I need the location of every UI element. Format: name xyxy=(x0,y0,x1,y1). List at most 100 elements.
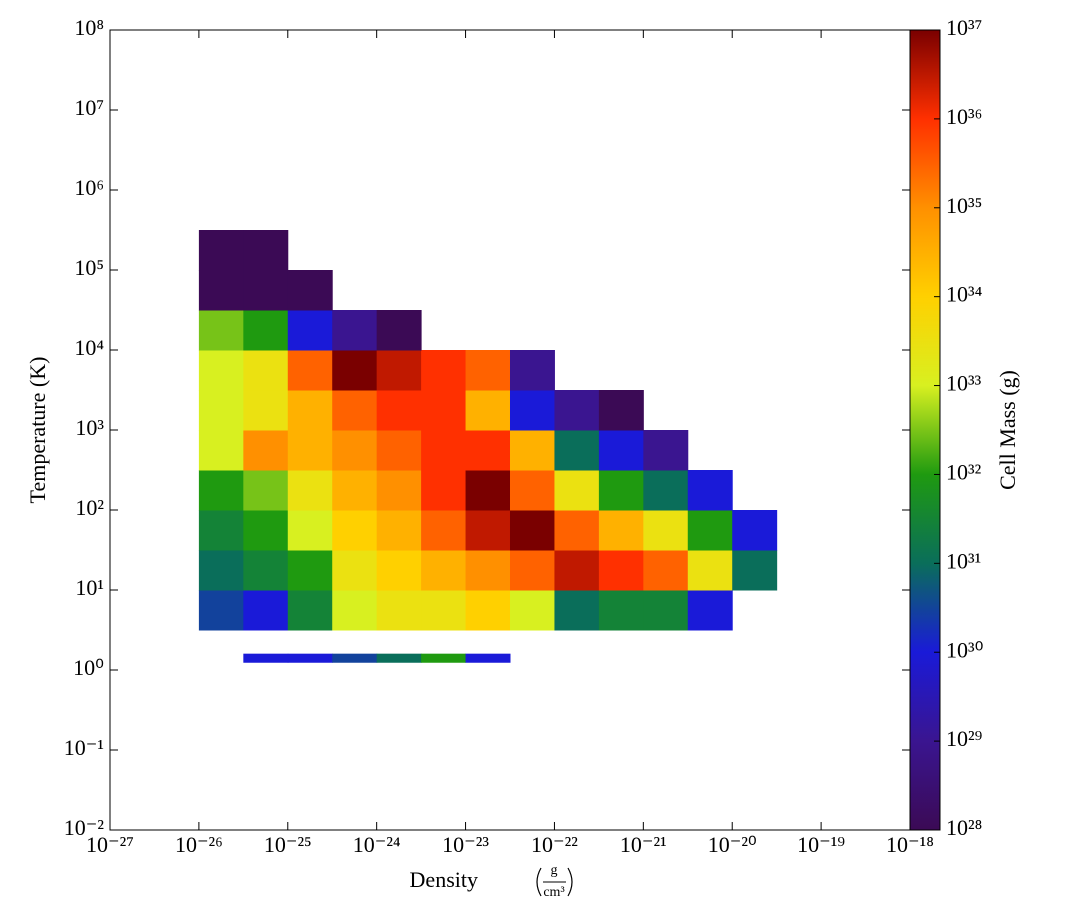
y-tick-label: 10³ xyxy=(75,415,104,440)
cell xyxy=(687,510,733,551)
cell xyxy=(198,510,244,551)
cell xyxy=(243,390,289,431)
cell xyxy=(287,510,333,551)
cell xyxy=(332,470,378,511)
cell xyxy=(687,550,733,591)
x-tick-label: 10⁻¹⁹ xyxy=(797,832,845,857)
colorbar-tick-label: 10³⁷ xyxy=(946,15,982,40)
cell xyxy=(287,310,333,351)
cell xyxy=(554,390,600,431)
cell xyxy=(332,653,378,663)
cell xyxy=(598,430,644,471)
cell xyxy=(332,430,378,471)
cell xyxy=(554,430,600,471)
cell xyxy=(421,590,467,631)
x-unit-denominator: cm³ xyxy=(543,885,564,900)
x-unit-numerator: g xyxy=(551,863,558,878)
y-tick-label: 10⁶ xyxy=(74,175,104,200)
cell xyxy=(198,310,244,351)
cell xyxy=(198,350,244,391)
cell xyxy=(332,310,378,351)
cell xyxy=(732,550,778,591)
x-tick-label: 10⁻²¹ xyxy=(620,832,667,857)
colorbar-tick-label: 10³⁰ xyxy=(946,637,984,662)
cell xyxy=(465,653,511,663)
y-tick-label: 10⁵ xyxy=(74,255,104,280)
x-tick-label: 10⁻²⁵ xyxy=(264,832,312,857)
cell xyxy=(243,510,289,551)
y-tick-label: 10⁻² xyxy=(64,815,105,840)
cell xyxy=(509,510,555,551)
cell xyxy=(465,390,511,431)
cell xyxy=(509,430,555,471)
colorbar-tick-label: 10³⁴ xyxy=(946,282,983,307)
cell xyxy=(509,590,555,631)
y-tick-label: 10⁰ xyxy=(73,655,104,680)
cell xyxy=(509,470,555,511)
cell xyxy=(643,590,689,631)
y-tick-label: 10⁸ xyxy=(74,15,104,40)
cell xyxy=(554,590,600,631)
cell xyxy=(509,350,555,391)
colorbar-tick-label: 10²⁹ xyxy=(946,726,983,751)
cell xyxy=(198,390,244,431)
cell xyxy=(243,470,289,511)
cell xyxy=(287,590,333,631)
cell xyxy=(287,390,333,431)
cell xyxy=(376,653,422,663)
cell xyxy=(198,590,244,631)
colorbar-tick-label: 10³³ xyxy=(946,371,982,396)
cell xyxy=(465,590,511,631)
cell xyxy=(243,350,289,391)
cell xyxy=(421,470,467,511)
cell xyxy=(332,390,378,431)
colorbar-tick-label: 10³⁵ xyxy=(946,193,982,218)
cell xyxy=(465,550,511,591)
y-tick-label: 10⁻¹ xyxy=(64,735,104,760)
cell xyxy=(687,470,733,511)
paren xyxy=(567,867,573,897)
cell xyxy=(509,550,555,591)
cell xyxy=(287,550,333,591)
cell xyxy=(421,550,467,591)
cell xyxy=(243,590,289,631)
cell xyxy=(287,350,333,391)
x-tick-label: 10⁻²⁴ xyxy=(353,832,401,857)
cell xyxy=(554,510,600,551)
cell xyxy=(643,510,689,551)
cell xyxy=(243,310,289,351)
cell xyxy=(643,470,689,511)
y-tick-label: 10² xyxy=(75,495,104,520)
cell xyxy=(421,653,467,663)
cell xyxy=(376,350,422,391)
x-tick-label: 10⁻²² xyxy=(531,832,578,857)
cell xyxy=(287,470,333,511)
cell xyxy=(287,270,333,311)
cell xyxy=(198,270,244,311)
heatmap xyxy=(198,230,778,663)
cell xyxy=(465,350,511,391)
x-tick-label: 10⁻²⁶ xyxy=(175,832,223,857)
x-tick-label: 10⁻²⁷ xyxy=(86,832,134,857)
y-tick-label: 10¹ xyxy=(75,575,104,600)
cell xyxy=(465,470,511,511)
cell xyxy=(243,550,289,591)
cell xyxy=(332,550,378,591)
colorbar-tick-label: 10³² xyxy=(946,459,982,484)
cell xyxy=(421,430,467,471)
cell xyxy=(465,510,511,551)
cell xyxy=(554,470,600,511)
cell xyxy=(421,390,467,431)
cell xyxy=(243,430,289,471)
cell xyxy=(332,350,378,391)
cell xyxy=(376,310,422,351)
cell xyxy=(243,230,289,271)
colorbar-tick-label: 10³⁶ xyxy=(946,104,982,129)
cell xyxy=(198,430,244,471)
cell xyxy=(465,430,511,471)
cell xyxy=(287,430,333,471)
cell xyxy=(598,510,644,551)
cell xyxy=(421,350,467,391)
cell xyxy=(598,470,644,511)
cell xyxy=(376,590,422,631)
